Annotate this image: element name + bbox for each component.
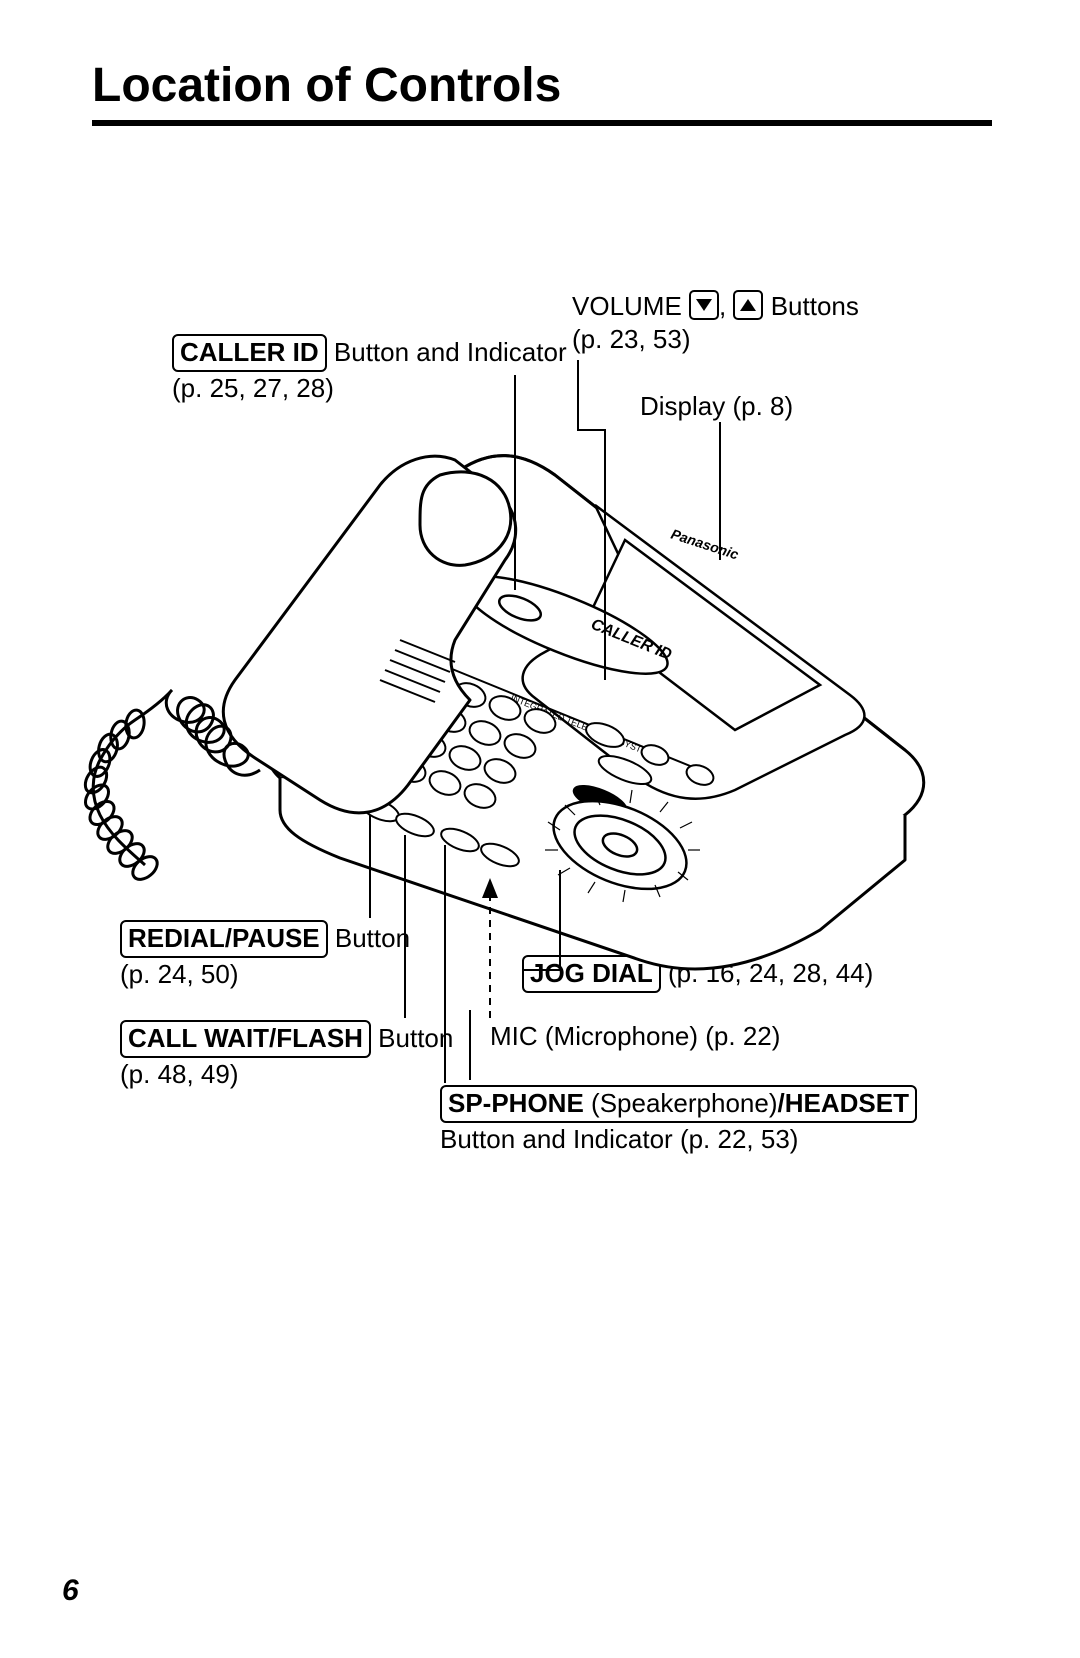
jog-rest: (p. 16, 24, 28, 44) bbox=[661, 958, 873, 988]
svg-text:3: 3 bbox=[533, 713, 545, 730]
title-rule bbox=[92, 120, 992, 126]
page: Location of Controls VOLUME , Buttons (p… bbox=[0, 0, 1080, 1658]
volume-prefix: VOLUME bbox=[572, 291, 689, 321]
label-volume: VOLUME , Buttons (p. 23, 53) bbox=[572, 290, 859, 355]
label-callwait: CALL WAIT/FLASH Button (p. 48, 49) bbox=[120, 1020, 453, 1090]
svg-text:6: 6 bbox=[513, 738, 525, 755]
svg-text:#: # bbox=[471, 790, 482, 804]
label-display: Display (p. 8) bbox=[640, 390, 793, 423]
mic-text: MIC (Microphone) (p. 22) bbox=[490, 1021, 780, 1051]
label-jog: JOG DIAL (p. 16, 24, 28, 44) bbox=[522, 955, 873, 993]
redial-box: REDIAL/PAUSE bbox=[120, 920, 328, 958]
display-text: Display (p. 8) bbox=[640, 391, 793, 421]
svg-text:7: 7 bbox=[423, 737, 435, 754]
volume-down-icon bbox=[689, 290, 719, 320]
callwait-box: CALL WAIT/FLASH bbox=[120, 1020, 371, 1058]
spphone-mid: (Speakerphone) bbox=[584, 1088, 778, 1118]
spphone-b: /HEADSET bbox=[778, 1088, 909, 1118]
spphone-a: SP-PHONE bbox=[448, 1088, 584, 1118]
spphone-line2: Button and Indicator (p. 22, 53) bbox=[440, 1124, 798, 1154]
callwait-rest: Button bbox=[371, 1023, 453, 1053]
redial-pages: (p. 24, 50) bbox=[120, 959, 239, 989]
redial-rest: Button bbox=[328, 923, 410, 953]
label-spphone: SP-PHONE (Speakerphone)/HEADSET Button a… bbox=[440, 1085, 917, 1155]
svg-text:5: 5 bbox=[478, 725, 490, 742]
page-number: 6 bbox=[62, 1574, 79, 1608]
svg-text:1: 1 bbox=[463, 687, 475, 704]
page-title: Location of Controls bbox=[92, 58, 561, 113]
svg-text:✱: ✱ bbox=[401, 761, 419, 781]
phone-diagram: Panasonic CALLER ID INTEGRATED TELEPHONE… bbox=[0, 0, 1080, 1658]
volume-suffix: Buttons bbox=[771, 291, 859, 321]
svg-text:2: 2 bbox=[498, 700, 510, 717]
svg-text:0: 0 bbox=[438, 775, 450, 792]
callwait-pages: (p. 48, 49) bbox=[120, 1059, 239, 1089]
svg-text:8: 8 bbox=[458, 750, 470, 767]
label-caller-id: CALLER ID Button and Indicator (p. 25, 2… bbox=[172, 334, 567, 404]
caller-id-box: CALLER ID bbox=[172, 334, 327, 372]
caller-id-pages: (p. 25, 27, 28) bbox=[172, 373, 334, 403]
caller-id-rest: Button and Indicator bbox=[327, 337, 567, 367]
jog-box: JOG DIAL bbox=[522, 955, 661, 993]
svg-text:Panasonic: Panasonic bbox=[669, 526, 741, 563]
volume-pages: (p. 23, 53) bbox=[572, 324, 691, 354]
label-mic: MIC (Microphone) (p. 22) bbox=[490, 1020, 780, 1053]
svg-text:INTEGRATED TELEPHONE SYSTEM: INTEGRATED TELEPHONE SYSTEM bbox=[509, 693, 655, 760]
label-redial: REDIAL/PAUSE Button (p. 24, 50) bbox=[120, 920, 410, 990]
svg-text:4: 4 bbox=[443, 712, 455, 729]
svg-text:9: 9 bbox=[493, 763, 505, 780]
volume-up-icon bbox=[733, 290, 763, 320]
svg-text:CALLER ID: CALLER ID bbox=[589, 616, 675, 664]
